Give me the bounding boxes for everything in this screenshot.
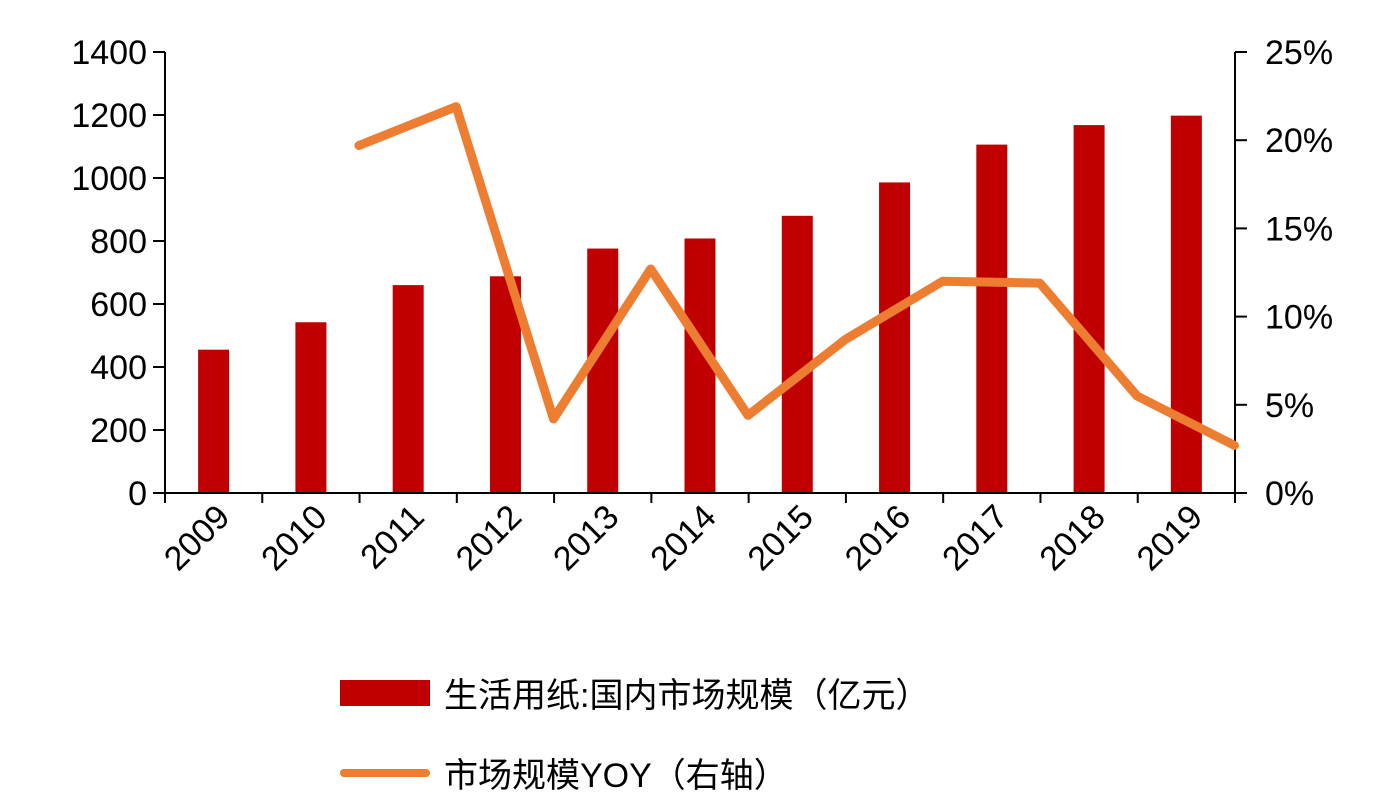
y-left-tick-label: 200 xyxy=(90,412,147,450)
x-tick-label: 2012 xyxy=(449,498,529,578)
x-tick-label: 2009 xyxy=(157,498,237,578)
y-left-tick-label: 800 xyxy=(90,223,147,261)
yoy-line xyxy=(354,102,1239,450)
combo-chart: 0 200 400 600 800 1000 1200 1400 0% 5% 10% 15% 20% 25… xyxy=(71,34,1333,578)
x-tick-label: 2019 xyxy=(1130,498,1210,578)
y-left-tick-label: 400 xyxy=(90,349,147,387)
x-tick-label: 2017 xyxy=(935,498,1015,578)
y-right-tick-label: 10% xyxy=(1265,299,1333,337)
y-left-tick-label: 0 xyxy=(128,475,147,513)
bar xyxy=(781,215,813,494)
legend-item-line: 市场规模YOY（右轴） xyxy=(340,748,788,797)
y-left-tick-label: 1200 xyxy=(71,97,147,135)
x-tick-label: 2010 xyxy=(254,498,334,578)
y-right-tick-label: 15% xyxy=(1265,210,1333,248)
bar xyxy=(1073,125,1105,493)
x-tick-label: 2018 xyxy=(1032,498,1112,578)
y-left-tick-label: 1000 xyxy=(71,160,147,198)
x-tick-label: 2015 xyxy=(741,498,821,578)
bar xyxy=(295,322,327,493)
y-left-tick-label: 1400 xyxy=(71,34,147,72)
bar xyxy=(198,349,230,493)
x-tick-label: 2013 xyxy=(546,498,626,578)
y-right-tick-label: 20% xyxy=(1265,122,1333,160)
legend-item-bar: 生活用纸:国内市场规模（亿元） xyxy=(340,668,929,717)
x-tick-label: 2016 xyxy=(838,498,918,578)
bar xyxy=(976,144,1008,494)
bar xyxy=(587,248,619,493)
x-tick-label: 2011 xyxy=(353,498,432,577)
bar xyxy=(1170,115,1202,493)
legend-bar-label: 生活用纸:国内市场规模（亿元） xyxy=(444,677,930,715)
y-right-tick-label: 0% xyxy=(1265,475,1314,513)
y-right-tick-label: 5% xyxy=(1265,387,1314,425)
legend-line-label: 市场规模YOY（右轴） xyxy=(444,757,788,795)
x-tick-label: 2014 xyxy=(643,498,723,578)
legend-bar-swatch xyxy=(340,679,430,706)
legend-line-swatch xyxy=(340,768,430,777)
y-left-tick-label: 600 xyxy=(90,286,147,324)
bar xyxy=(392,285,424,493)
y-right-tick-label: 25% xyxy=(1265,34,1333,72)
bar xyxy=(879,182,911,493)
